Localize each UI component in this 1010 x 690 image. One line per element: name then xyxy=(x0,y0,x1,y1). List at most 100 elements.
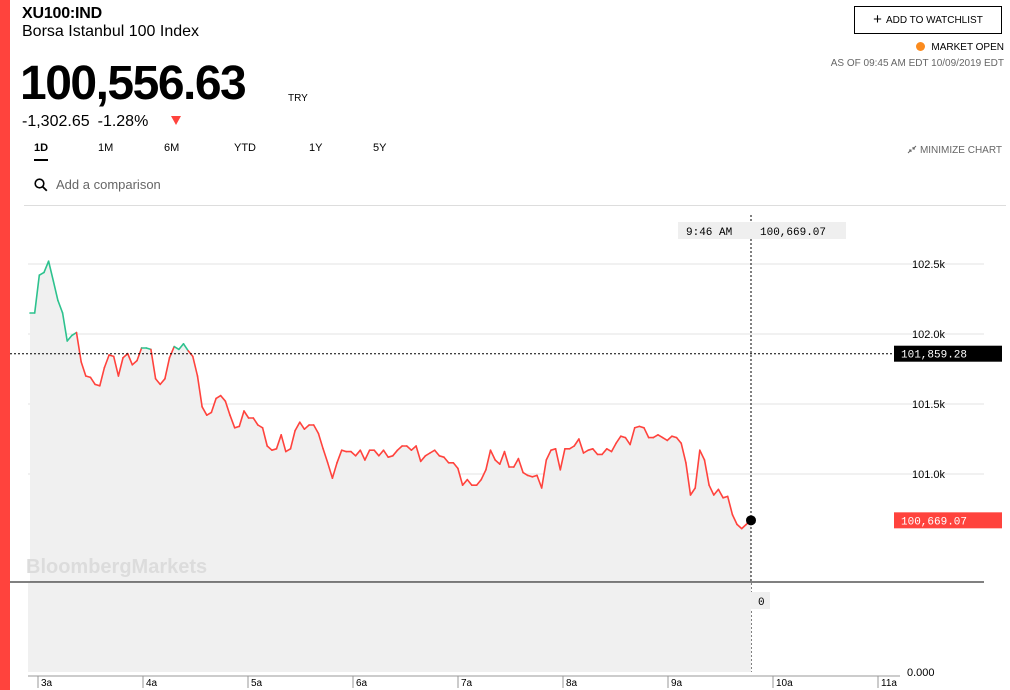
price-line-segment xyxy=(657,433,664,439)
price-line-segment xyxy=(229,414,236,429)
price-line-segment xyxy=(517,457,524,474)
change-percent: -1.28% xyxy=(97,113,149,130)
price-line-segment xyxy=(731,513,738,526)
price-line-segment xyxy=(694,449,701,489)
price-line-segment xyxy=(66,334,73,342)
price-line-segment xyxy=(85,375,92,379)
price-line-segment xyxy=(108,354,115,358)
price-line-segment xyxy=(261,426,269,447)
price-line-segment xyxy=(159,377,166,386)
price-line-segment xyxy=(438,454,445,459)
volume-axis-label: 0.000 xyxy=(907,667,935,679)
price-line-segment xyxy=(38,271,45,277)
price-line-segment xyxy=(117,356,124,377)
last-price-label: 100,669.07 xyxy=(901,516,967,528)
price-line-segment xyxy=(336,449,343,464)
price-line-segment xyxy=(480,468,487,481)
chart-top-rule xyxy=(24,205,1006,206)
price-change: -1,302.65 -1.28% xyxy=(22,113,148,131)
price-line-segment xyxy=(298,421,306,431)
price-line-segment xyxy=(364,449,371,461)
x-tick-label: 10a xyxy=(776,678,793,689)
add-to-watchlist-button[interactable]: + ADD TO WATCHLIST xyxy=(854,6,1002,34)
price-line-segment xyxy=(689,487,697,496)
x-tick-label: 8a xyxy=(566,678,578,689)
price-line-segment xyxy=(224,400,231,417)
price-line-segment xyxy=(717,488,724,499)
price-line-segment xyxy=(252,417,259,426)
price-line-segment xyxy=(433,449,441,457)
price-line-segment xyxy=(452,461,459,470)
down-arrow-icon xyxy=(171,116,181,125)
price-line-segment xyxy=(680,442,687,464)
price-line-segment xyxy=(503,450,510,468)
price-line-segment xyxy=(619,435,627,439)
price-line-segment xyxy=(168,345,175,359)
price-line-segment xyxy=(526,474,534,478)
price-line-segment xyxy=(568,445,576,450)
price-line-segment xyxy=(675,436,683,445)
security-name: Borsa Istanbul 100 Index xyxy=(22,23,200,40)
y-tick-label: 101.0k xyxy=(912,469,946,481)
price-line-segment xyxy=(545,449,552,461)
crosshair-volume-value: 0 xyxy=(758,597,765,609)
tab-ytd[interactable]: YTD xyxy=(234,142,256,154)
price-line-segment xyxy=(178,342,185,351)
price-line-segment xyxy=(671,435,678,439)
crosshair-top-box xyxy=(678,222,846,239)
tab-1y[interactable]: 1Y xyxy=(309,142,323,154)
search-icon xyxy=(34,178,48,192)
price-line-segment xyxy=(271,447,278,452)
as-of-timestamp: AS OF 09:45 AM EDT 10/09/2019 EDT xyxy=(830,58,1004,69)
price-line-segment xyxy=(322,447,329,464)
price-line-segment xyxy=(331,461,338,480)
x-tick-label: 3a xyxy=(41,678,53,689)
price-line-segment xyxy=(210,397,217,414)
price-line-segment xyxy=(489,449,497,461)
price-line-segment xyxy=(624,436,631,446)
market-status-label: MARKET OPEN xyxy=(931,42,1004,53)
market-open-dot-icon xyxy=(916,42,926,51)
tab-6m[interactable]: 6M xyxy=(164,142,180,154)
price-line-segment xyxy=(415,445,422,463)
price-line-segment xyxy=(43,260,50,274)
comparison-input[interactable] xyxy=(54,176,208,193)
x-tick-label: 5a xyxy=(251,678,263,689)
price-line-segment xyxy=(410,445,417,452)
price-line-segment xyxy=(540,459,548,489)
price-line-segment xyxy=(512,457,520,468)
price-line-segment xyxy=(182,342,189,352)
tab-1d[interactable]: 1D xyxy=(34,142,49,161)
price-line-segment xyxy=(485,449,492,471)
tab-5y[interactable]: 5Y xyxy=(373,142,387,154)
tab-1m[interactable]: 1M xyxy=(98,142,114,154)
price-line-segment xyxy=(652,433,659,439)
price-line-segment xyxy=(219,394,227,403)
price-line-segment xyxy=(94,383,101,387)
price-line-segment xyxy=(666,435,673,442)
price-line-segment xyxy=(57,299,64,314)
price-line-segment xyxy=(494,459,501,466)
price-line-segment xyxy=(75,331,82,363)
price-line-segment xyxy=(578,438,585,454)
price-line-segment xyxy=(536,474,543,489)
price-line-segment xyxy=(47,260,55,282)
price-line-segment xyxy=(312,424,320,435)
price-line-segment xyxy=(443,456,450,464)
minimize-chart-button[interactable]: MINIMIZE CHART xyxy=(907,145,1002,156)
price-line-segment xyxy=(257,424,264,429)
price-line-segment xyxy=(112,355,120,377)
price-line-segment xyxy=(303,424,310,431)
volume-area xyxy=(28,583,751,672)
price-line-segment xyxy=(391,449,399,457)
price-line-segment xyxy=(629,426,636,446)
add-to-watchlist-label: ADD TO WATCHLIST xyxy=(885,15,983,26)
price-line-segment xyxy=(736,523,743,530)
minimize-icon xyxy=(907,145,917,154)
price-line-segment xyxy=(150,348,157,380)
x-tick-label: 6a xyxy=(356,678,368,689)
price-line-segment xyxy=(466,478,473,487)
change-value: -1,302.65 xyxy=(22,113,90,130)
